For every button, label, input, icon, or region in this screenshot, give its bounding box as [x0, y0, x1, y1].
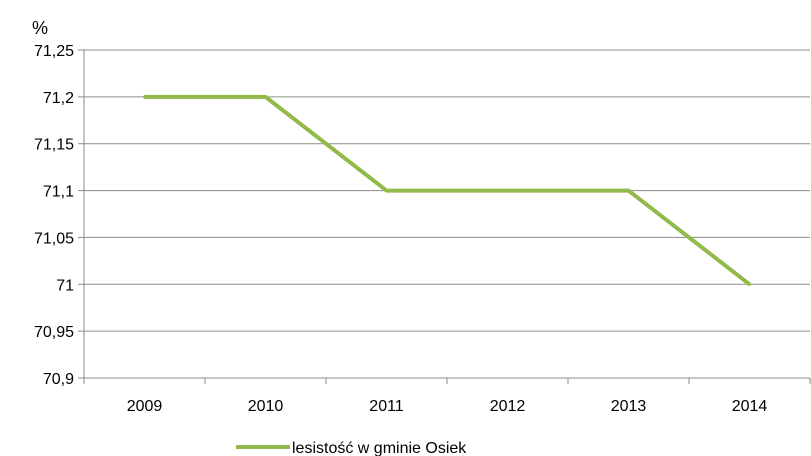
x-tick-label: 2012	[490, 398, 526, 415]
legend: lesistość w gminie Osiek	[236, 440, 467, 456]
y-tick-label: 70,95	[34, 324, 74, 341]
data-point	[506, 189, 509, 193]
y-tick-label: 71,05	[34, 230, 74, 247]
y-tick-label: 71,2	[43, 90, 74, 107]
x-tick-label: 2013	[611, 398, 647, 415]
data-point	[748, 282, 751, 286]
y-tick-label: 70,9	[43, 371, 74, 388]
x-tick-label: 2011	[369, 398, 404, 415]
legend-label: lesistość w gminie Osiek	[292, 440, 467, 456]
x-tick-label: 2010	[248, 398, 284, 415]
y-axis-label: %	[32, 18, 48, 38]
series-layer	[143, 94, 751, 286]
data-point	[264, 95, 267, 99]
x-tick-label: 2009	[127, 398, 163, 415]
x-axis-ticks: 2009 2010 2011 2012 2013 2014	[83, 378, 811, 415]
y-tick-label: 71,15	[34, 137, 74, 154]
y-axis-ticks: 70,9 70,95 71 71,05 71,1 71,15 71,2 71,25	[34, 43, 84, 388]
gridlines	[83, 49, 810, 379]
y-tick-label: 71,25	[34, 43, 74, 60]
data-point	[627, 189, 630, 193]
series-line	[144, 94, 751, 286]
data-point	[143, 95, 146, 99]
x-tick-label: 2014	[732, 398, 768, 415]
y-tick-label: 71,1	[43, 184, 74, 201]
y-tick-label: 71	[56, 277, 74, 294]
data-point	[385, 189, 388, 193]
